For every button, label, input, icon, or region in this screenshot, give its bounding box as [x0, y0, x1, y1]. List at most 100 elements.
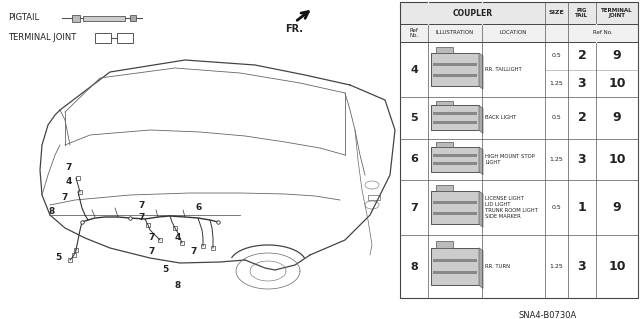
Bar	[368, 195, 380, 200]
Text: 1.25: 1.25	[550, 81, 563, 86]
Text: Ref
No.: Ref No.	[410, 28, 419, 38]
Text: RR. TAILLIGHT: RR. TAILLIGHT	[485, 67, 522, 72]
Bar	[72, 253, 76, 257]
Bar	[201, 244, 205, 248]
Text: 4: 4	[410, 65, 418, 75]
Text: 9: 9	[612, 111, 621, 124]
Text: 9: 9	[612, 49, 621, 62]
Bar	[433, 74, 477, 77]
Bar	[400, 139, 638, 180]
Bar	[431, 147, 479, 172]
Text: 5: 5	[410, 113, 418, 123]
Bar	[180, 241, 184, 245]
Text: TERMINAL JOINT: TERMINAL JOINT	[8, 33, 76, 42]
Text: 7: 7	[66, 164, 72, 173]
Bar	[433, 271, 477, 274]
Text: SIZE: SIZE	[548, 11, 564, 16]
Bar	[433, 162, 477, 165]
Bar	[95, 33, 111, 43]
Text: 9: 9	[612, 201, 621, 214]
Text: 8: 8	[410, 262, 418, 271]
Text: 7: 7	[190, 248, 196, 256]
Bar	[431, 53, 479, 86]
Polygon shape	[479, 248, 483, 288]
Bar	[400, 2, 638, 298]
Bar	[433, 201, 477, 204]
Text: 7: 7	[410, 203, 418, 213]
Text: Ref No.: Ref No.	[593, 31, 613, 35]
Polygon shape	[479, 191, 483, 227]
Text: 8: 8	[49, 207, 55, 217]
Text: 10: 10	[608, 77, 626, 90]
Bar	[117, 33, 133, 43]
Bar	[400, 97, 638, 139]
Polygon shape	[479, 53, 483, 89]
Text: FR.: FR.	[285, 24, 303, 34]
Text: 7: 7	[148, 248, 154, 256]
Text: RR. TURN: RR. TURN	[485, 264, 510, 269]
Bar	[173, 226, 177, 230]
Bar	[211, 246, 215, 250]
Text: ILLUSTRATION: ILLUSTRATION	[436, 31, 474, 35]
Bar	[433, 154, 477, 157]
Bar	[433, 259, 477, 262]
Bar	[431, 248, 479, 286]
Text: 2: 2	[578, 49, 586, 62]
Text: 10: 10	[608, 260, 626, 273]
Bar	[400, 180, 638, 235]
Text: 6: 6	[195, 204, 201, 212]
Text: 0.5: 0.5	[552, 53, 561, 58]
Text: 6: 6	[410, 154, 418, 164]
Text: 1.25: 1.25	[550, 264, 563, 269]
Text: SNA4-B0730A: SNA4-B0730A	[518, 311, 577, 319]
Text: 10: 10	[608, 153, 626, 166]
Bar	[76, 176, 80, 180]
Text: 7: 7	[138, 202, 145, 211]
Bar	[433, 112, 477, 115]
Bar	[436, 241, 452, 248]
Polygon shape	[479, 106, 483, 133]
Bar	[436, 185, 452, 191]
Text: 5: 5	[56, 254, 62, 263]
Text: 4: 4	[175, 234, 181, 242]
Text: TERMINAL
JOINT: TERMINAL JOINT	[601, 8, 633, 18]
Bar	[83, 16, 125, 20]
Polygon shape	[479, 147, 483, 175]
Text: 1.25: 1.25	[550, 157, 563, 162]
Bar	[400, 2, 638, 298]
Bar	[431, 106, 479, 130]
Bar	[400, 2, 638, 24]
Text: LOCATION: LOCATION	[500, 31, 527, 35]
Text: 0.5: 0.5	[552, 115, 561, 120]
Text: 3: 3	[578, 260, 586, 273]
Bar	[146, 223, 150, 227]
Bar	[74, 248, 78, 252]
Bar	[433, 63, 477, 66]
Bar	[78, 190, 82, 194]
Text: 0.5: 0.5	[552, 205, 561, 210]
Bar	[400, 235, 638, 298]
Bar	[431, 191, 479, 224]
Text: LICENSE LIGHT
LID LIGHT
TRUNK ROOM LIGHT
SIDE MARKER: LICENSE LIGHT LID LIGHT TRUNK ROOM LIGHT…	[485, 197, 538, 219]
Text: HIGH MOUNT STOP
LIGHT: HIGH MOUNT STOP LIGHT	[485, 154, 535, 165]
Bar	[436, 47, 452, 53]
Text: 3: 3	[578, 77, 586, 90]
Bar	[400, 24, 638, 42]
Text: 7: 7	[138, 213, 145, 222]
Bar	[158, 238, 162, 242]
Text: BACK LIGHT: BACK LIGHT	[485, 115, 516, 120]
Text: 2: 2	[578, 111, 586, 124]
Text: 5: 5	[162, 265, 168, 275]
Bar	[433, 121, 477, 123]
Text: 7: 7	[61, 194, 68, 203]
Text: COUPLER: COUPLER	[452, 9, 493, 18]
Text: PIGTAIL: PIGTAIL	[8, 13, 39, 23]
Text: 7: 7	[148, 234, 154, 242]
Bar	[72, 14, 80, 21]
Bar	[436, 143, 452, 147]
Text: PIG
TAIL: PIG TAIL	[575, 8, 589, 18]
Text: 8: 8	[175, 280, 181, 290]
Bar	[68, 258, 72, 262]
Text: 1: 1	[578, 201, 586, 214]
Bar	[433, 212, 477, 215]
